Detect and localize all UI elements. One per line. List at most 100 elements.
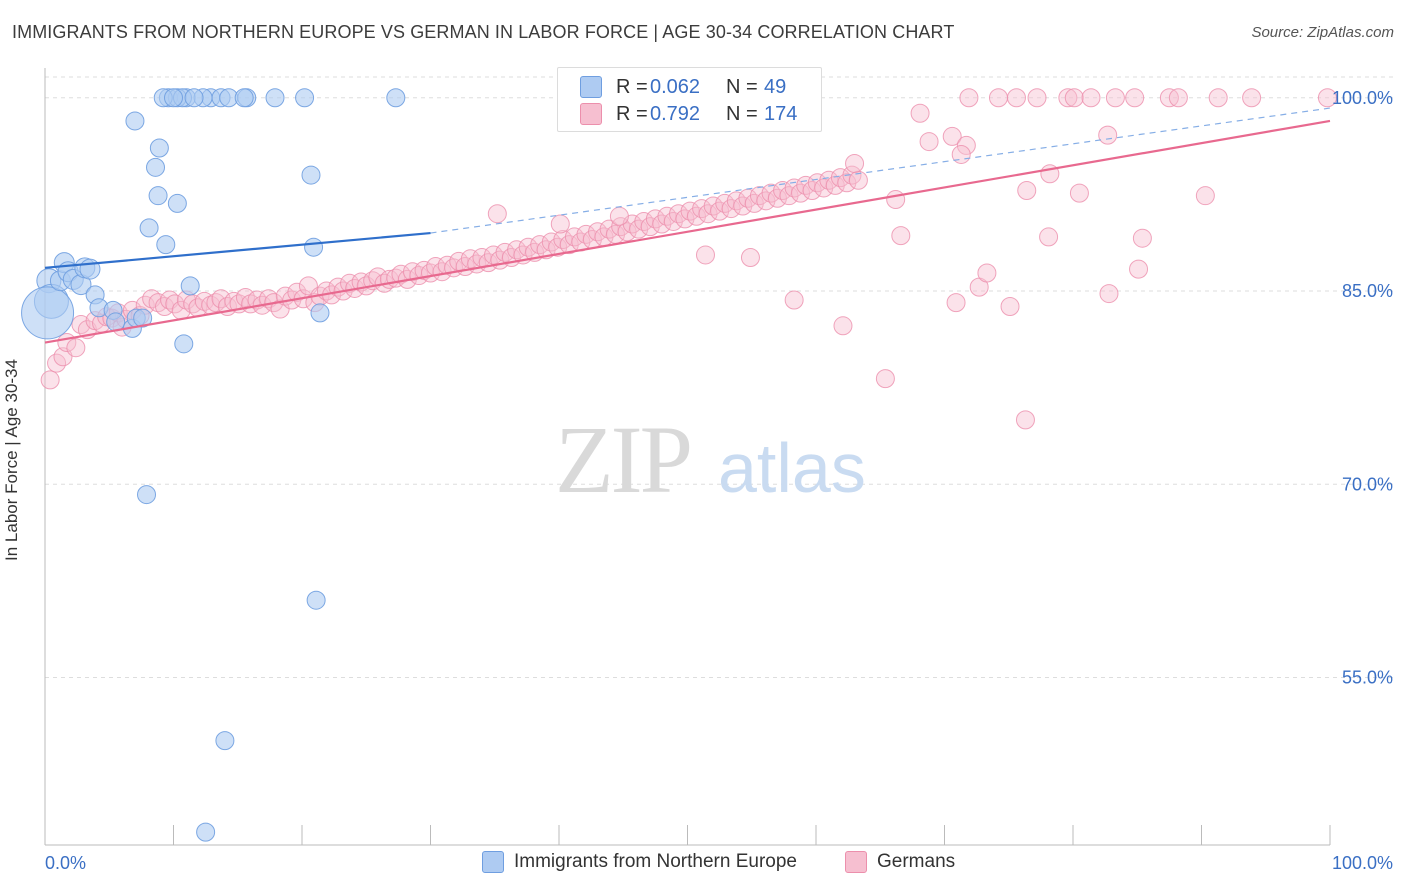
legend-n-value: 174 xyxy=(764,102,798,125)
northern-europe-point xyxy=(234,88,254,108)
northern-europe-point xyxy=(21,286,75,340)
germans-point xyxy=(942,126,962,146)
watermark-zip: ZIP xyxy=(555,406,690,513)
northern-europe-point xyxy=(301,165,321,185)
northern-europe-point xyxy=(310,303,330,323)
legend-item-northern-europe: Immigrants from Northern Europe xyxy=(482,851,797,873)
legend-swatch-pink xyxy=(580,103,602,125)
legend-label: Immigrants from Northern Europe xyxy=(514,851,797,872)
northern-europe-point xyxy=(133,308,153,328)
x-tick-label: 0.0% xyxy=(45,853,86,873)
germans-point xyxy=(891,226,911,246)
germans-point xyxy=(1105,88,1125,108)
germans-point xyxy=(956,135,976,155)
germans-point xyxy=(919,132,939,152)
legend-row-northern-europe: R = 0.062 N = 49 xyxy=(558,73,786,101)
northern-europe-point xyxy=(137,485,157,505)
x-tick-label: 100.0% xyxy=(1332,853,1393,873)
germans-point xyxy=(1017,181,1037,201)
watermark: ZIP atlas xyxy=(555,406,866,513)
germans-point xyxy=(1098,125,1118,145)
germans-points xyxy=(40,88,1337,430)
legend-swatch-blue xyxy=(482,851,504,873)
y-tick-label: 55.0% xyxy=(1342,668,1393,688)
germans-point xyxy=(910,103,930,123)
germans-point xyxy=(235,287,255,307)
germans-point xyxy=(988,88,1008,108)
legend-r-label: R = xyxy=(616,75,648,98)
northern-europe-point xyxy=(148,186,168,206)
germans-point xyxy=(1039,227,1059,247)
germans-point xyxy=(1058,88,1078,108)
germans-point xyxy=(40,370,60,390)
chart-title: IMMIGRANTS FROM NORTHERN EUROPE VS GERMA… xyxy=(12,22,955,42)
y-tick-label: 85.0% xyxy=(1342,281,1393,301)
germans-point xyxy=(1000,296,1020,316)
northern-europe-point xyxy=(265,88,285,108)
germans-point xyxy=(1317,88,1337,108)
trend-lines xyxy=(44,107,1331,344)
legend-r-value: 0.062 xyxy=(650,75,701,98)
tick-labels: 55.0% 70.0% 85.0% 100.0% 0.0% 100.0% xyxy=(45,88,1393,873)
germans-point xyxy=(842,165,862,185)
germans-point xyxy=(609,206,629,226)
trend-line-blue-extension xyxy=(430,107,1331,234)
northern-europe-point xyxy=(295,88,315,108)
y-tick-label: 70.0% xyxy=(1342,474,1393,494)
legend-label: Germans xyxy=(877,851,956,872)
legend-n-label: N = xyxy=(726,75,758,98)
germans-point xyxy=(740,248,760,268)
germans-point xyxy=(1099,284,1119,304)
germans-point xyxy=(1125,88,1145,108)
legend-swatch-blue xyxy=(580,76,602,98)
northern-europe-point xyxy=(156,235,176,255)
germans-point xyxy=(1069,183,1089,203)
northern-europe-point xyxy=(215,731,235,751)
y-axis-label: In Labor Force | Age 30-34 xyxy=(2,359,21,561)
northern-europe-point xyxy=(196,822,216,842)
legend-r-label: R = xyxy=(616,102,648,125)
germans-point xyxy=(1195,186,1215,206)
legend-item-germans: Germans xyxy=(845,851,955,873)
germans-point xyxy=(977,263,997,283)
germans-point xyxy=(1006,88,1026,108)
legend-row-germans: R = 0.792 N = 174 xyxy=(558,100,797,128)
source-credit: Source: ZipAtlas.com xyxy=(1251,24,1394,41)
legend-r-value: 0.792 xyxy=(650,102,701,125)
germans-point xyxy=(1081,88,1101,108)
northern-europe-point xyxy=(180,276,200,296)
germans-point xyxy=(1015,410,1035,430)
northern-europe-point xyxy=(386,88,406,108)
germans-point xyxy=(71,315,91,335)
germans-point xyxy=(1132,228,1152,248)
trend-line-northern-europe xyxy=(44,231,431,269)
germans-point xyxy=(833,316,853,336)
northern-europe-points xyxy=(21,88,406,842)
northern-europe-point xyxy=(304,237,324,257)
germans-point xyxy=(487,204,507,224)
northern-europe-point xyxy=(164,88,183,108)
northern-europe-point xyxy=(306,590,326,610)
germans-point xyxy=(875,369,895,389)
northern-europe-point xyxy=(174,334,194,354)
y-tick-label: 100.0% xyxy=(1332,88,1393,108)
axes xyxy=(44,68,1331,846)
legend-n-label: N = xyxy=(726,102,758,125)
northern-europe-point xyxy=(146,157,166,177)
germans-point xyxy=(946,293,966,313)
legend-swatch-pink xyxy=(845,851,867,873)
germans-point xyxy=(1208,88,1228,108)
germans-point xyxy=(1168,88,1188,108)
germans-point xyxy=(784,290,804,310)
germans-point xyxy=(550,214,570,234)
germans-point xyxy=(845,153,865,173)
northern-europe-point xyxy=(149,138,169,158)
germans-point xyxy=(1064,88,1084,108)
northern-europe-point xyxy=(184,88,204,108)
germans-point xyxy=(959,88,979,108)
northern-europe-point xyxy=(125,111,145,131)
watermark-atlas: atlas xyxy=(718,429,866,507)
germans-point xyxy=(1242,88,1262,108)
germans-point xyxy=(66,338,86,358)
